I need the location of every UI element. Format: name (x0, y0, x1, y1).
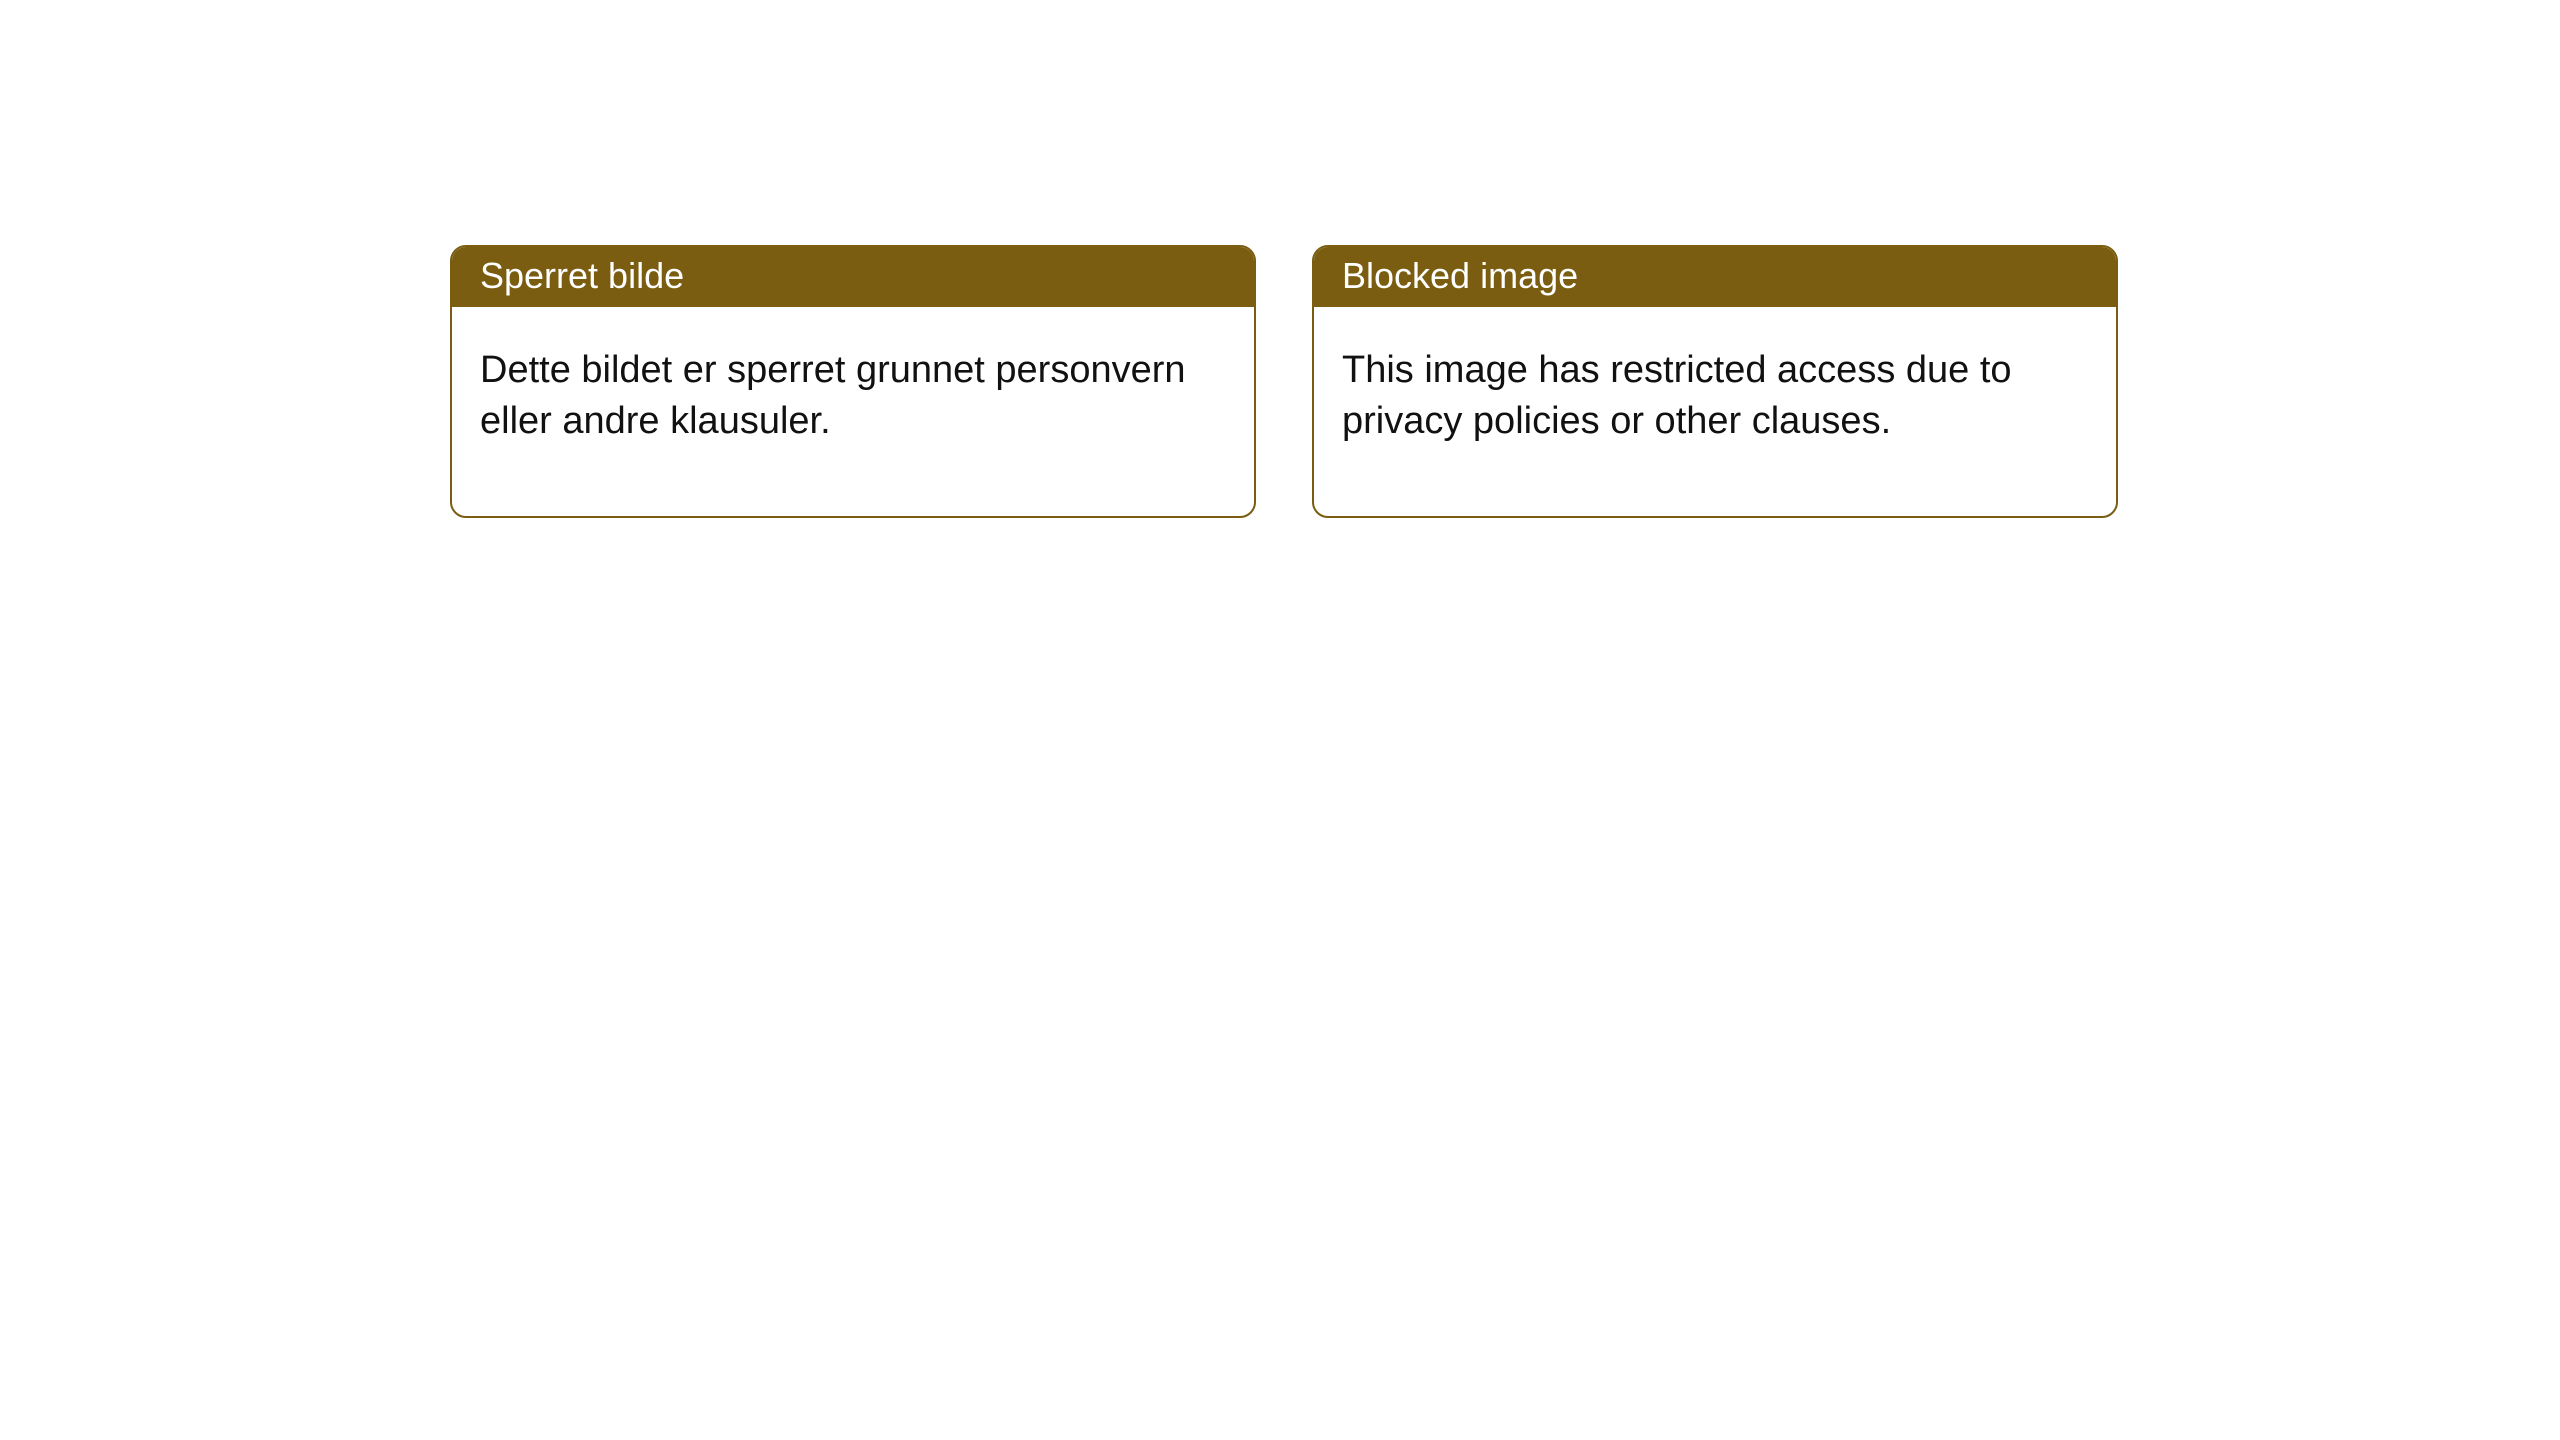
notice-header-no: Sperret bilde (452, 247, 1254, 307)
notice-container: Sperret bilde Dette bildet er sperret gr… (0, 0, 2560, 518)
notice-body-no: Dette bildet er sperret grunnet personve… (452, 307, 1254, 516)
notice-card-no: Sperret bilde Dette bildet er sperret gr… (450, 245, 1256, 518)
notice-body-en: This image has restricted access due to … (1314, 307, 2116, 516)
notice-card-en: Blocked image This image has restricted … (1312, 245, 2118, 518)
notice-header-en: Blocked image (1314, 247, 2116, 307)
